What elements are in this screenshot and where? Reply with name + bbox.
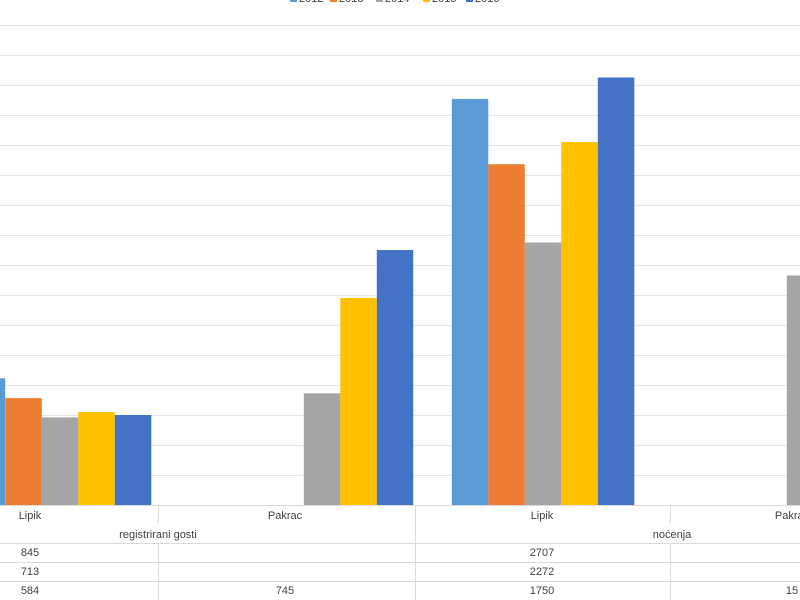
bar-2015-lipik-2 [561, 142, 598, 505]
bar-2013-lipik-0 [5, 398, 42, 505]
category-label: Lipik [19, 510, 42, 522]
bar-2016-lipik-2 [597, 77, 635, 505]
table-cell: 15 [786, 585, 798, 597]
table-cell: 713 [21, 566, 39, 578]
bar-2014-lipik-0 [41, 417, 79, 505]
legend-label-2013: 2013 [339, 0, 363, 5]
bar-2012-lipik-0 [0, 378, 6, 506]
bars [0, 77, 800, 506]
table-cell: 2707 [530, 547, 554, 559]
table-cell: 745 [276, 585, 294, 597]
category-label: Lipik [531, 510, 554, 522]
legend-label-2014: 2014 [385, 0, 409, 5]
group-label: registrirani gosti [119, 529, 197, 541]
table-cell: 1750 [530, 585, 554, 597]
bar-2014-lipik-2 [524, 242, 562, 505]
legend-label-2016: 2016 [475, 0, 499, 5]
bar-2016-pakrac-1 [376, 250, 414, 505]
legend-swatch-2014 [376, 0, 383, 2]
bar-2016-lipik-0 [114, 415, 152, 505]
bar-2014-pakrac-1 [303, 393, 341, 506]
group-label: noćenja [653, 529, 692, 541]
bar-2013-lipik-2 [488, 164, 525, 505]
legend: 2012 2013 2014 2015 2016 [290, 0, 499, 5]
category-label: Pakrac [775, 510, 800, 522]
table-cell: 584 [21, 585, 39, 597]
category-label: Pakrac [268, 510, 303, 522]
bar-2012-lipik-2 [451, 98, 489, 506]
data-table: Lipik Pakrac Lipik Pakrac registrirani gosti… [0, 505, 800, 600]
bar-2015-pakrac-1 [340, 298, 377, 505]
legend-label-2012: 2012 [299, 0, 323, 5]
legend-label-2015: 2015 [432, 0, 456, 5]
bar-2014-pakrac-3 [786, 275, 800, 505]
legend-swatch-2013 [330, 0, 337, 2]
legend-swatch-2012 [290, 0, 297, 2]
bar-2015-lipik-0 [78, 412, 115, 505]
table-cell: 2272 [530, 566, 554, 578]
table-cell: 845 [21, 547, 39, 559]
legend-swatch-2016 [466, 0, 473, 2]
legend-swatch-2015 [423, 0, 430, 2]
